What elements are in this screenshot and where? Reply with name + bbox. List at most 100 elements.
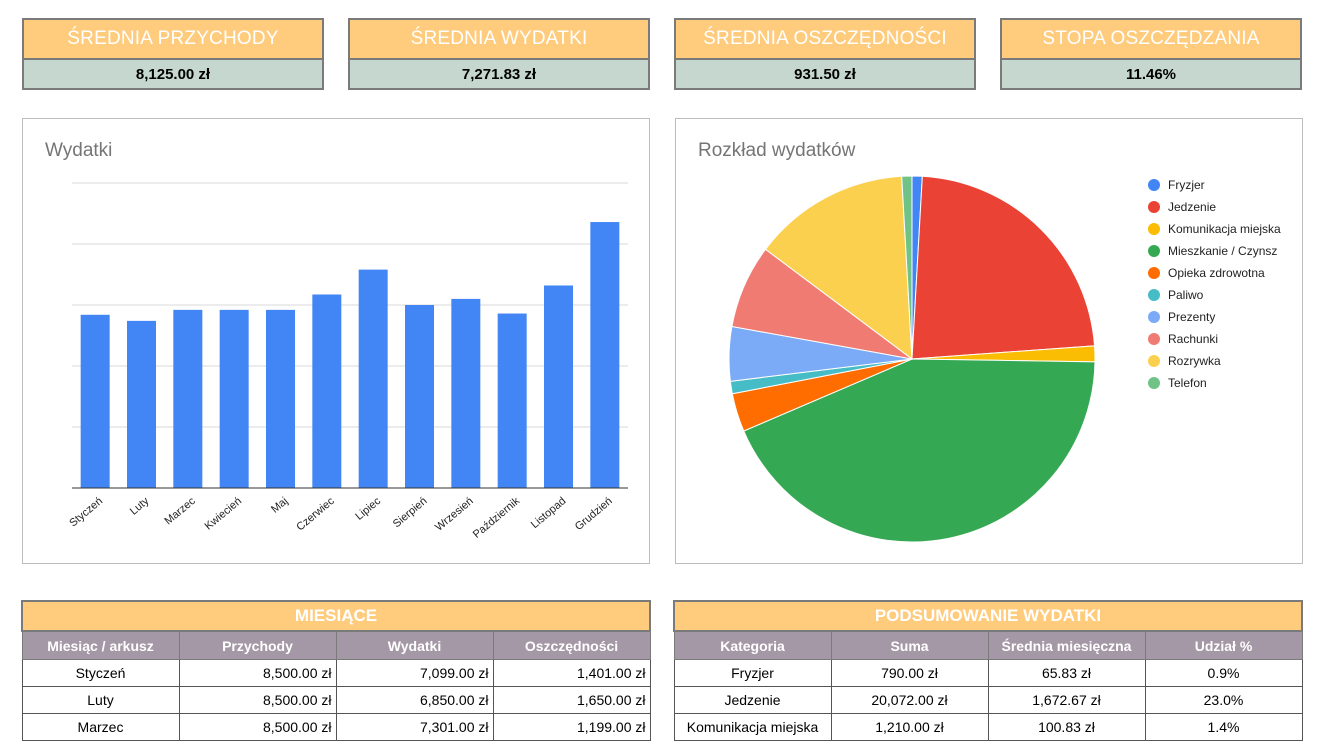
table-row: Komunikacja miejska 1,210.00 zł 100.83 z…	[673, 713, 1303, 741]
x-tick-label: Październik	[471, 495, 523, 541]
table-title: PODSUMOWANIE WYDATKI	[673, 600, 1303, 632]
table-title: MIESIĄCE	[21, 600, 651, 632]
table-cell[interactable]: 1,210.00 zł	[830, 713, 989, 741]
table-cell[interactable]: 100.83 zł	[987, 713, 1146, 741]
legend-item[interactable]: Telefon	[1148, 372, 1281, 394]
table-cell[interactable]: 0.9%	[1144, 659, 1303, 687]
pie-slice	[911, 175, 1096, 360]
table-cell[interactable]: 65.83 zł	[987, 659, 1146, 687]
kpi-label: ŚREDNIA PRZYCHODY	[22, 18, 324, 58]
x-tick-label: Sierpień	[391, 495, 430, 530]
table-cell[interactable]: Luty	[21, 686, 180, 714]
kpi-card-savings-rate: STOPA OSZCZĘDZANIA 11.46%	[1000, 18, 1302, 90]
x-tick-label: Listopad	[529, 495, 569, 531]
column-header[interactable]: Oszczędności	[492, 630, 651, 660]
table-cell[interactable]: 8,500.00 zł	[178, 713, 337, 741]
table-cell[interactable]: 1,199.00 zł	[492, 713, 651, 741]
table-row: Marzec 8,500.00 zł 7,301.00 zł 1,199.00 …	[21, 713, 651, 741]
column-header[interactable]: Średnia miesięczna	[987, 630, 1146, 660]
legend-item[interactable]: Komunikacja miejska	[1148, 218, 1281, 240]
column-header[interactable]: Wydatki	[335, 630, 494, 660]
legend-label: Komunikacja miejska	[1168, 222, 1281, 236]
table-cell[interactable]: Fryzjer	[673, 659, 832, 687]
table-row: Styczeń 8,500.00 zł 7,099.00 zł 1,401.00…	[21, 659, 651, 687]
expense-distribution-pie-chart[interactable]: Rozkład wydatków Fryzjer Jedzenie Komunika…	[675, 118, 1303, 564]
legend-item[interactable]: Jedzenie	[1148, 196, 1281, 218]
table-cell[interactable]: 8,500.00 zł	[178, 659, 337, 687]
kpi-label: ŚREDNIA WYDATKI	[348, 18, 650, 58]
legend-swatch	[1148, 179, 1160, 191]
table-cell[interactable]: 1,401.00 zł	[492, 659, 651, 687]
table-cell[interactable]: 20,072.00 zł	[830, 686, 989, 714]
legend-label: Paliwo	[1168, 288, 1204, 302]
kpi-card-income: ŚREDNIA PRZYCHODY 8,125.00 zł	[22, 18, 324, 90]
legend-swatch	[1148, 245, 1160, 257]
column-header[interactable]: Miesiąc / arkusz	[21, 630, 180, 660]
legend-item[interactable]: Opieka zdrowotna	[1148, 262, 1281, 284]
table-cell[interactable]: 7,301.00 zł	[335, 713, 494, 741]
table-row: Jedzenie 20,072.00 zł 1,672.67 zł 23.0%	[673, 686, 1303, 714]
months-table: MIESIĄCE Miesiąc / arkusz Przychody Wyda…	[21, 600, 651, 741]
legend-label: Jedzenie	[1168, 200, 1217, 214]
table-cell[interactable]: Jedzenie	[673, 686, 832, 714]
kpi-label: STOPA OSZCZĘDZANIA	[1000, 18, 1302, 58]
bar	[544, 285, 573, 488]
legend-label: Prezenty	[1168, 310, 1216, 324]
x-tick-label: Czerwiec	[294, 495, 337, 534]
legend-swatch	[1148, 289, 1160, 301]
bar	[80, 314, 110, 488]
bar	[590, 222, 620, 488]
table-cell[interactable]: 1,650.00 zł	[492, 686, 651, 714]
bar	[358, 269, 388, 488]
bar	[266, 309, 295, 488]
pie-slice	[764, 175, 913, 361]
table-cell[interactable]: 6,850.00 zł	[335, 686, 494, 714]
expenses-bar-chart[interactable]: Wydatki Styczeń Luty Marzec Kwiecień Maj Czer…	[22, 118, 650, 564]
bar	[173, 309, 203, 488]
legend-swatch	[1148, 377, 1160, 389]
column-header[interactable]: Przychody	[178, 630, 337, 660]
legend-item[interactable]: Prezenty	[1148, 306, 1281, 328]
legend-label: Telefon	[1168, 376, 1207, 390]
legend-item[interactable]: Mieszkanie / Czynsz	[1148, 240, 1281, 262]
column-header[interactable]: Udział %	[1144, 630, 1303, 660]
kpi-value: 931.50 zł	[674, 58, 976, 90]
table-cell[interactable]: 1,672.67 zł	[987, 686, 1146, 714]
kpi-card-savings: ŚREDNIA OSZCZĘDNOŚCI 931.50 zł	[674, 18, 976, 90]
x-tick-label: Luty	[128, 495, 152, 518]
x-tick-label: Maj	[269, 495, 290, 516]
x-tick-label: Wrzesień	[433, 495, 476, 534]
pie-chart-canvas	[728, 175, 1096, 543]
column-header[interactable]: Suma	[830, 630, 989, 660]
legend-label: Rozrywka	[1168, 354, 1221, 368]
kpi-value: 8,125.00 zł	[22, 58, 324, 90]
table-cell[interactable]: Komunikacja miejska	[673, 713, 832, 741]
bar	[451, 298, 481, 488]
bar	[405, 305, 434, 488]
legend-item[interactable]: Paliwo	[1148, 284, 1281, 306]
chart-title: Wydatki	[45, 140, 113, 161]
table-cell[interactable]: 1.4%	[1144, 713, 1303, 741]
legend-swatch	[1148, 223, 1160, 235]
table-cell[interactable]: 7,099.00 zł	[335, 659, 494, 687]
bar	[312, 294, 342, 488]
table-cell[interactable]: 8,500.00 zł	[178, 686, 337, 714]
table-cell[interactable]: Styczeń	[21, 659, 180, 687]
legend-item[interactable]: Rachunki	[1148, 328, 1281, 350]
legend-item[interactable]: Fryzjer	[1148, 174, 1281, 196]
pie-legend: Fryzjer Jedzenie Komunikacja miejska Mieszk…	[1148, 174, 1281, 394]
column-header[interactable]: Kategoria	[673, 630, 832, 660]
x-tick-label: Marzec	[162, 495, 198, 528]
table-row: Fryzjer 790.00 zł 65.83 zł 0.9%	[673, 659, 1303, 687]
pie-slice	[901, 175, 913, 360]
table-cell[interactable]: 790.00 zł	[830, 659, 989, 687]
legend-item[interactable]: Rozrywka	[1148, 350, 1281, 372]
x-tick-label: Lipiec	[353, 495, 383, 523]
legend-label: Opieka zdrowotna	[1168, 266, 1265, 280]
chart-title: Rozkład wydatków	[698, 140, 856, 161]
kpi-value: 7,271.83 zł	[348, 58, 650, 90]
table-cell[interactable]: 23.0%	[1144, 686, 1303, 714]
table-cell[interactable]: Marzec	[21, 713, 180, 741]
bar	[219, 309, 249, 488]
legend-swatch	[1148, 311, 1160, 323]
